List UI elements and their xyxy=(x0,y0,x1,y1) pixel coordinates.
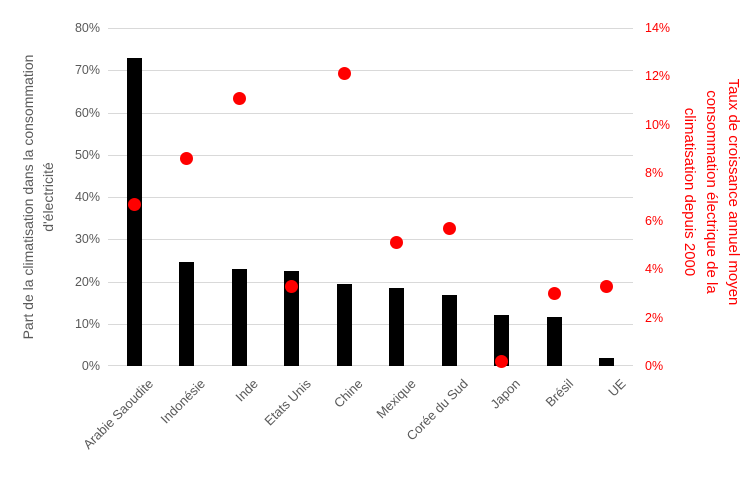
bar-Japon xyxy=(494,315,509,366)
right-tick-label: 8% xyxy=(645,166,664,180)
bar-Chine xyxy=(337,284,352,366)
left-tick-label: 30% xyxy=(74,232,100,246)
right-tick-label: 4% xyxy=(645,262,664,276)
bar-Inde xyxy=(232,269,247,366)
data-point-Inde xyxy=(233,92,246,105)
right-tick-label: 0% xyxy=(645,359,664,373)
category-label-Arabie Saoudite: Arabie Saoudite xyxy=(79,376,156,453)
category-label-Inde: Inde xyxy=(232,376,261,405)
gridline xyxy=(108,155,633,156)
right-tick-label: 12% xyxy=(645,69,671,83)
category-label-Japon: Japon xyxy=(487,376,524,412)
data-point-Mexique xyxy=(390,236,403,249)
data-point-Brésil xyxy=(548,287,561,300)
bar-Brésil xyxy=(547,317,562,366)
right-tick-label: 14% xyxy=(645,21,671,35)
left-tick-label: 20% xyxy=(74,275,100,289)
x-axis-line xyxy=(108,365,633,366)
right-tick-label: 10% xyxy=(645,118,671,132)
left-tick-label: 70% xyxy=(74,63,100,77)
right-axis-title-line-2: consommation électrique de la xyxy=(703,90,720,294)
data-point-Indonésie xyxy=(180,152,193,165)
gridline xyxy=(108,239,633,240)
gridline xyxy=(108,324,633,325)
category-label-Indonésie: Indonésie xyxy=(157,376,209,427)
data-point-Japon xyxy=(495,355,508,368)
data-point-Corée du Sud xyxy=(443,222,456,235)
right-tick-label: 2% xyxy=(645,311,664,325)
bar-Corée du Sud xyxy=(442,295,457,366)
left-tick-label: 50% xyxy=(74,148,100,162)
left-tick-label: 0% xyxy=(81,359,100,373)
gridline xyxy=(108,282,633,283)
data-point-Etats Unis xyxy=(285,280,298,293)
bar-Indonésie xyxy=(179,262,194,366)
bar-UE xyxy=(599,358,614,366)
left-tick-label: 60% xyxy=(74,106,100,120)
gridline xyxy=(108,197,633,198)
gridline xyxy=(108,113,633,114)
category-label-Brésil: Brésil xyxy=(542,376,576,410)
data-point-Arabie Saoudite xyxy=(128,198,141,211)
bar-Arabie Saoudite xyxy=(127,58,142,366)
category-label-UE: UE xyxy=(604,376,629,400)
gridline xyxy=(108,28,633,29)
data-point-UE xyxy=(600,280,613,293)
category-label-Etats Unis: Etats Unis xyxy=(260,376,314,429)
left-tick-label: 10% xyxy=(74,317,100,331)
plot-area xyxy=(108,28,633,368)
bar-Etats Unis xyxy=(284,271,299,366)
right-tick-label: 6% xyxy=(645,214,664,228)
gridline xyxy=(108,70,633,71)
category-label-Chine: Chine xyxy=(331,376,366,411)
data-point-Chine xyxy=(338,67,351,80)
right-axis-title-line-1: Taux de croissance annuel moyen xyxy=(725,78,742,306)
left-tick-label: 80% xyxy=(74,21,100,35)
left-tick-label: 40% xyxy=(74,190,100,204)
category-label-Mexique: Mexique xyxy=(373,376,419,422)
left-axis-title-line-1: Part de la climatisation dans la consomm… xyxy=(20,54,36,340)
bar-Mexique xyxy=(389,288,404,366)
